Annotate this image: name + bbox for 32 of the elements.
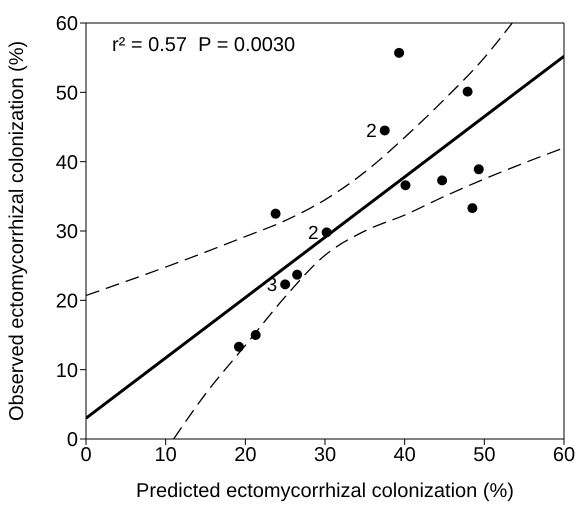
y-tick-label: 50 (56, 82, 78, 104)
x-tick-label: 40 (394, 444, 416, 466)
point (394, 48, 404, 58)
y-tick-label: 0 (66, 429, 78, 452)
point (280, 279, 290, 290)
x-tick-label: 0 (80, 444, 92, 466)
x-tick-label: 10 (154, 444, 177, 466)
x-tick-label: 30 (314, 444, 336, 466)
y-tick-label: 60 (56, 13, 78, 36)
x-tick-label: 60 (552, 444, 576, 466)
y-tick-label: 10 (56, 360, 78, 382)
x-tick-label: 20 (234, 444, 256, 466)
y-tick-label: 20 (56, 290, 78, 312)
point (322, 227, 332, 238)
point (270, 208, 281, 219)
x-tick-label: 50 (473, 444, 496, 466)
y-axis-title: Observed ectomycorrhizal colonization (%) (6, 40, 28, 421)
point (467, 203, 478, 214)
point (462, 86, 473, 97)
annotation: 2 (308, 223, 319, 244)
point (234, 342, 244, 352)
annotation: 2 (366, 121, 377, 142)
x-axis-title: Predicted ectomycorrhizal colonization (%) (136, 480, 514, 502)
point (437, 175, 448, 186)
point (380, 125, 390, 136)
point (400, 180, 410, 190)
y-tick-label: 30 (56, 221, 78, 244)
point (250, 330, 261, 340)
point (292, 270, 302, 280)
point (474, 164, 484, 174)
annotation: r² = 0.57 P = 0.0030 (112, 34, 296, 57)
y-tick-label: 40 (56, 152, 78, 174)
